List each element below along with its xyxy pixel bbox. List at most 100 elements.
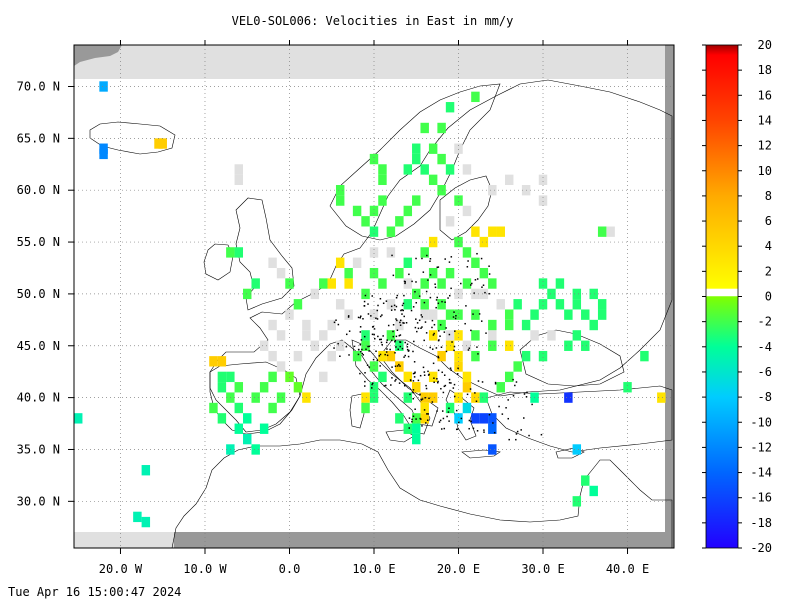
station-marker xyxy=(394,352,396,354)
station-marker xyxy=(415,318,417,320)
station-marker xyxy=(407,350,410,352)
station-marker xyxy=(494,381,497,384)
velocity-cell xyxy=(243,433,252,445)
coastline-britain xyxy=(235,197,295,311)
station-marker xyxy=(525,396,528,398)
velocity-cell xyxy=(369,382,379,393)
station-marker xyxy=(392,335,395,338)
station-marker xyxy=(426,413,428,415)
station-marker xyxy=(378,338,381,341)
velocity-cell xyxy=(293,382,303,393)
station-marker xyxy=(399,341,401,343)
station-marker xyxy=(361,348,363,351)
velocity-cell xyxy=(74,413,83,424)
velocity-cell xyxy=(564,392,573,403)
station-marker xyxy=(337,342,339,345)
station-marker xyxy=(540,433,543,436)
station-marker xyxy=(423,371,426,373)
station-marker xyxy=(431,348,434,350)
station-marker xyxy=(515,438,517,441)
station-marker xyxy=(345,345,348,348)
velocity-cell xyxy=(369,153,379,165)
station-marker xyxy=(429,260,431,262)
velocity-cell xyxy=(403,392,413,403)
longitude-axis: 20.0 W 10.0 W 0.0 10.0 E 20.0 E 30.0 E 40.0 E xyxy=(99,40,649,576)
station-marker xyxy=(368,345,371,348)
station-marker xyxy=(434,286,437,289)
station-marker xyxy=(415,281,417,283)
velocity-cell xyxy=(564,340,573,351)
station-marker xyxy=(452,387,455,389)
station-marker xyxy=(403,315,405,318)
velocity-cell xyxy=(420,278,429,289)
station-marker xyxy=(357,316,360,319)
station-marker xyxy=(432,362,435,365)
station-marker xyxy=(364,380,366,383)
no-data-cell xyxy=(259,340,269,351)
station-marker xyxy=(480,320,483,322)
station-marker xyxy=(361,352,363,355)
station-marker xyxy=(515,381,518,383)
station-marker xyxy=(523,417,525,419)
station-marker xyxy=(443,385,446,388)
station-marker xyxy=(421,316,423,318)
greenland-landmass xyxy=(74,45,122,66)
no-data-cell xyxy=(462,205,472,217)
station-marker xyxy=(419,393,421,396)
no-data-cell xyxy=(319,330,328,341)
coastline-baltic xyxy=(439,175,493,241)
velocity-cell xyxy=(555,299,565,310)
no-data-cell xyxy=(268,257,277,268)
station-marker xyxy=(439,324,442,326)
velocity-cell xyxy=(386,330,396,341)
station-marker xyxy=(528,434,530,437)
station-marker xyxy=(425,290,428,293)
velocity-cell xyxy=(454,330,463,341)
colorbar-label: -12 xyxy=(750,440,772,454)
no-data-cell xyxy=(319,371,328,383)
station-marker xyxy=(436,266,439,269)
velocity-cell xyxy=(428,371,438,383)
station-marker xyxy=(413,376,416,378)
station-marker xyxy=(429,296,432,299)
velocity-cell xyxy=(361,340,370,351)
station-marker xyxy=(452,316,455,318)
station-marker xyxy=(481,286,483,288)
velocity-cell xyxy=(504,309,514,320)
station-marker xyxy=(437,266,440,268)
station-marker xyxy=(395,335,398,338)
station-marker xyxy=(447,297,449,299)
station-marker xyxy=(435,299,438,301)
station-marker xyxy=(367,345,369,348)
station-marker xyxy=(380,338,382,341)
station-marker xyxy=(399,319,402,322)
station-marker xyxy=(458,421,460,424)
velocity-cell xyxy=(276,392,286,403)
station-marker xyxy=(407,355,410,358)
station-marker xyxy=(456,373,459,375)
station-marker xyxy=(411,280,413,283)
velocity-cell xyxy=(597,309,607,320)
velocity-cell xyxy=(488,413,497,424)
velocity-cell xyxy=(513,299,522,310)
velocity-cell xyxy=(488,444,497,455)
station-marker xyxy=(429,258,432,260)
station-marker xyxy=(449,367,452,369)
map-title: VEL0-SOL006: Velocities in East in mm/y xyxy=(231,14,514,28)
velocity-cell xyxy=(251,392,260,403)
velocity-cell xyxy=(403,371,413,383)
station-marker xyxy=(428,397,430,400)
colorbar-label: -14 xyxy=(750,466,772,480)
station-marker xyxy=(395,346,397,348)
station-marker xyxy=(444,258,446,260)
velocity-cell xyxy=(462,371,472,383)
station-marker xyxy=(436,296,438,299)
velocity-cell xyxy=(471,350,480,362)
station-marker xyxy=(359,317,362,319)
station-marker xyxy=(431,401,434,403)
station-marker xyxy=(398,363,400,366)
velocity-cell xyxy=(454,350,463,362)
station-marker xyxy=(371,383,373,386)
velocity-cell xyxy=(521,319,531,331)
station-marker xyxy=(437,356,440,359)
